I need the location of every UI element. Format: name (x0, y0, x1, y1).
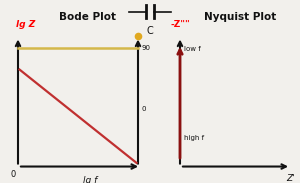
Text: 0: 0 (11, 170, 16, 179)
Text: 0: 0 (142, 106, 146, 112)
Text: Nyquist Plot: Nyquist Plot (204, 12, 276, 22)
Text: low f: low f (184, 46, 201, 52)
Text: lg Z: lg Z (16, 20, 36, 29)
Text: Z': Z' (287, 174, 295, 183)
Text: high f: high f (184, 135, 205, 141)
Text: -Z"": -Z"" (170, 20, 190, 29)
Text: Bode Plot: Bode Plot (58, 12, 116, 22)
Text: C: C (147, 26, 153, 36)
Text: 90: 90 (142, 45, 151, 51)
Text: lg f: lg f (83, 176, 97, 183)
